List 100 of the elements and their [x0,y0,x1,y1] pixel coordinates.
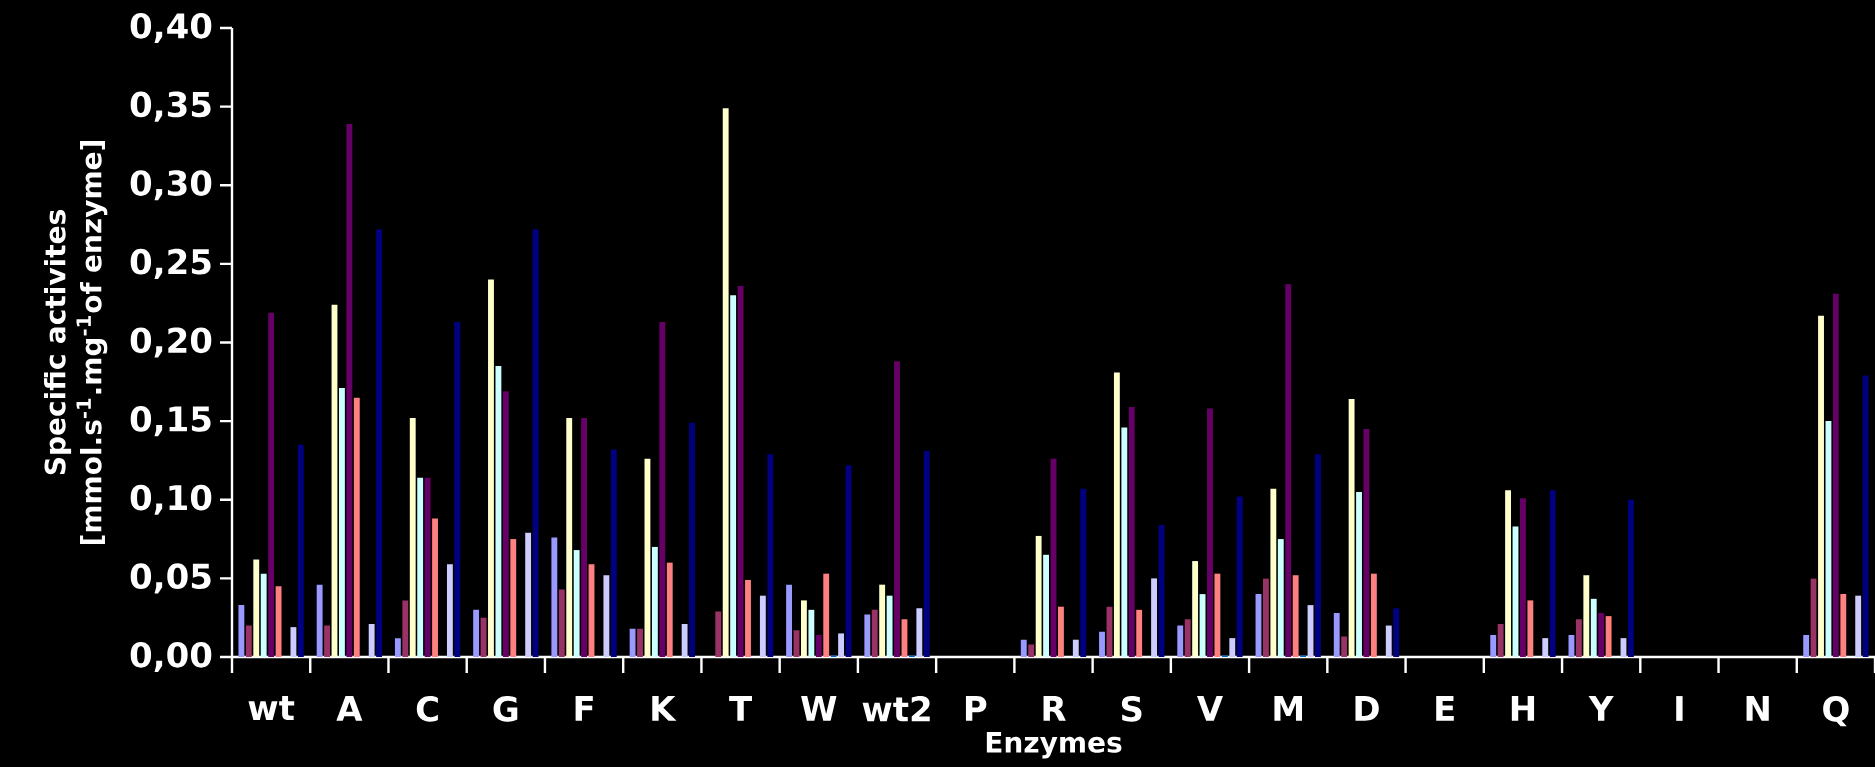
x-tick-label: E [1436,696,1454,721]
bar [1151,578,1157,657]
bar [689,422,695,657]
bar [376,229,383,657]
bar [1583,575,1590,657]
bar [1605,616,1612,657]
bar [253,559,260,657]
bar [368,623,375,657]
bar [1341,636,1348,657]
bar [454,322,461,657]
bar [1490,634,1497,657]
y-tick-label: 0,25 [130,248,211,279]
bar [1333,612,1340,657]
bar [1121,427,1128,657]
bar [1058,606,1064,657]
bar [610,449,617,657]
bar [1270,488,1277,657]
bar [1590,598,1597,657]
bar [473,609,480,657]
bar [1542,638,1549,657]
bar [432,518,438,657]
bar [808,609,815,657]
bar [1214,573,1221,657]
bar [1575,619,1582,657]
x-tick-label: F [575,696,593,721]
y-tick-label: 0,30 [130,170,212,201]
bar [767,454,774,657]
bar [1520,498,1526,657]
bar [800,600,807,657]
bar [1207,408,1213,657]
bar [1356,491,1362,657]
bar [629,628,636,657]
bar [353,397,360,657]
bar [424,477,431,657]
bar [324,625,330,657]
x-tick-label: S [1121,696,1142,722]
bar [1099,631,1105,657]
bar [1527,600,1534,657]
bar [1262,578,1269,657]
bar [1177,625,1184,657]
bar [815,634,822,657]
bar [1627,499,1634,657]
bar [886,595,893,657]
x-tick-label: W [801,696,837,721]
bar [1598,612,1605,657]
x-tick-label: A [336,696,363,721]
bar [864,614,871,657]
bar [838,633,845,657]
bar [566,417,573,657]
x-tick-label: Q [1823,696,1849,727]
x-tick-label: P [965,696,987,721]
bar [1277,539,1284,657]
y-tick-label: 0,20 [130,327,212,358]
bar [1192,561,1199,657]
bar [1840,594,1847,657]
bar [1113,372,1120,657]
bar [573,550,580,657]
bar [1497,623,1504,657]
x-tick-label: D [1355,696,1379,721]
bar [1505,490,1512,657]
bar [879,584,886,657]
x-tick-label: M [1274,696,1303,721]
x-tick-label: T [729,696,752,721]
bar [1043,554,1050,657]
bar [245,625,252,657]
bar [268,312,275,657]
bar [603,575,610,657]
bar [1136,609,1143,657]
x-tick-label: I [1676,696,1683,721]
bar [290,627,297,657]
bar [532,229,539,657]
x-tick-label: K [652,696,677,721]
bar [745,579,751,657]
bar [1128,406,1135,657]
x-tick-label: G [493,696,518,722]
bar [551,537,558,657]
bar [1285,284,1292,657]
y-tick-label: 0,40 [130,12,212,44]
bar [238,605,245,657]
x-tick-label: C [416,696,438,722]
x-tick-label: N [1746,696,1769,721]
bar [446,564,453,657]
x-tick-label: wt [248,696,295,720]
bar [1236,496,1243,657]
bar [1818,315,1824,657]
x-tick-label: Y [1588,696,1614,721]
bar [346,123,353,657]
y-tick-label: 0,35 [130,91,211,122]
bar [759,595,766,657]
bar [1028,644,1035,657]
bar [297,444,304,657]
bar [316,584,323,657]
bar [1292,575,1299,657]
bar [1072,639,1079,657]
x-tick-label: R [1043,696,1066,721]
bar [525,532,532,657]
bar [1020,639,1027,657]
bar [402,600,409,657]
bar [581,417,588,657]
bar [651,546,658,657]
